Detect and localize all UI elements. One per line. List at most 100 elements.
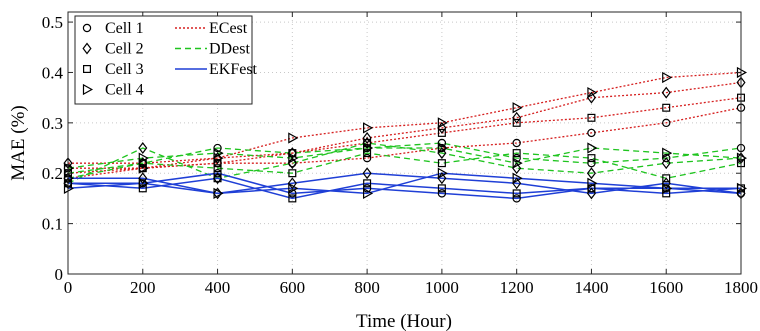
point-ecest-cell-4 bbox=[288, 132, 299, 144]
x-tick-label: 600 bbox=[280, 278, 306, 297]
series-line-ddest-cell-3 bbox=[67, 152, 742, 179]
x-tick-label: 0 bbox=[64, 278, 73, 297]
x-tick-label: 200 bbox=[130, 278, 156, 297]
point-ddest-cell-3 bbox=[512, 149, 521, 158]
series-line-ddest-cell-4 bbox=[67, 147, 742, 169]
point-ddest-cell-4 bbox=[288, 152, 299, 164]
point-ddest-cell-1 bbox=[587, 158, 596, 168]
series-line-ekfest-cell-3 bbox=[67, 177, 742, 200]
point-ekfest-cell-2 bbox=[287, 177, 297, 190]
point-ekfest-cell-3 bbox=[437, 184, 446, 193]
legend-marker-cell-1 bbox=[82, 23, 92, 33]
point-ddest-cell-4 bbox=[138, 152, 149, 164]
point-ekfest-cell-2 bbox=[138, 172, 148, 185]
point-ecest-cell-3 bbox=[662, 103, 671, 112]
point-ecest-cell-1 bbox=[512, 138, 521, 148]
point-ekfest-cell-3 bbox=[213, 174, 222, 183]
point-ekfest-cell-4 bbox=[662, 182, 673, 194]
point-ekfest-cell-3 bbox=[288, 194, 297, 203]
point-ecest-cell-2 bbox=[586, 91, 596, 104]
series-line-ekfest-cell-2 bbox=[68, 172, 742, 195]
point-ekfest-cell-4 bbox=[138, 177, 149, 189]
point-ekfest-cell-3 bbox=[363, 179, 372, 188]
point-ddest-cell-2 bbox=[138, 142, 148, 155]
point-ekfest-cell-4 bbox=[63, 182, 75, 194]
point-ddest-cell-4 bbox=[63, 162, 75, 174]
point-ekfest-cell-4 bbox=[512, 172, 523, 184]
legend-marker-cell-4 bbox=[82, 83, 94, 96]
point-ecest-cell-2 bbox=[362, 131, 372, 144]
y-tick-label: 0.4 bbox=[42, 63, 64, 82]
point-ddest-cell-4 bbox=[736, 152, 748, 164]
point-ddest-cell-3 bbox=[662, 174, 671, 183]
x-tick-label: 1800 bbox=[724, 278, 758, 297]
legend-label-cell-2: Cell 2 bbox=[105, 41, 144, 58]
marker-layer bbox=[63, 66, 748, 203]
y-tick-label: 0.5 bbox=[42, 13, 63, 32]
point-ecest-cell-2 bbox=[661, 86, 671, 99]
plot-frame bbox=[67, 11, 742, 275]
point-ekfest-cell-4 bbox=[213, 187, 224, 200]
point-ekfest-cell-4 bbox=[363, 187, 374, 200]
legend-label-ecest: ECest bbox=[209, 20, 248, 37]
point-ekfest-cell-4 bbox=[437, 167, 448, 179]
point-ecest-cell-4 bbox=[512, 102, 523, 114]
point-ddest-cell-2 bbox=[213, 172, 223, 185]
x-tick-label: 1200 bbox=[500, 278, 534, 297]
point-ecest-cell-1 bbox=[587, 128, 596, 138]
legend-label-cell-1: Cell 1 bbox=[105, 20, 144, 37]
legend-label-cell-3: Cell 3 bbox=[105, 61, 144, 78]
point-ddest-cell-4 bbox=[213, 147, 224, 159]
point-ekfest-cell-2 bbox=[437, 172, 447, 185]
legend-marker-cell-3 bbox=[82, 64, 91, 73]
legend-label-ddest: DDest bbox=[209, 41, 250, 58]
point-ekfest-cell-4 bbox=[587, 177, 598, 189]
legend-marker-cell-2 bbox=[82, 42, 92, 55]
point-ddest-cell-4 bbox=[587, 142, 598, 154]
y-axis-title: MAE (%) bbox=[8, 105, 29, 180]
x-tick-label: 400 bbox=[205, 278, 231, 297]
point-ekfest-cell-3 bbox=[512, 189, 521, 198]
point-ecest-cell-4 bbox=[138, 162, 149, 174]
point-ecest-cell-4 bbox=[363, 122, 374, 134]
series-line-ecest-cell-2 bbox=[68, 81, 742, 164]
point-ddest-cell-4 bbox=[437, 142, 448, 154]
series-layer bbox=[67, 71, 742, 200]
point-ekfest-cell-2 bbox=[661, 177, 671, 190]
point-ddest-cell-3 bbox=[587, 154, 596, 163]
point-ekfest-cell-1 bbox=[437, 189, 447, 198]
point-ecest-cell-2 bbox=[437, 121, 447, 134]
point-ekfest-cell-2 bbox=[362, 167, 372, 180]
legend-label-ekfest: EKFest bbox=[209, 61, 258, 78]
point-ddest-cell-2 bbox=[362, 137, 372, 149]
point-ekfest-cell-4 bbox=[736, 182, 748, 194]
point-ecest-cell-3 bbox=[512, 118, 521, 127]
point-ecest-cell-3 bbox=[587, 113, 596, 122]
point-ecest-cell-2 bbox=[512, 111, 522, 124]
point-ecest-cell-3 bbox=[437, 128, 446, 137]
point-ekfest-cell-1 bbox=[512, 194, 521, 203]
x-tick-label: 1400 bbox=[574, 278, 608, 297]
series-line-ddest-cell-2 bbox=[67, 142, 742, 184]
point-ekfest-cell-2 bbox=[512, 177, 522, 190]
legend-label-cell-4: Cell 4 bbox=[105, 82, 144, 99]
point-ddest-cell-4 bbox=[363, 142, 374, 154]
point-ddest-cell-2 bbox=[661, 157, 671, 170]
axes: 0 200 400 600 800 1000 1200 1400 1600 1800 0 0.1 0.2… bbox=[42, 11, 758, 297]
point-ekfest-cell-1 bbox=[213, 169, 222, 178]
x-axis-title: Time (Hour) bbox=[356, 311, 452, 331]
point-ecest-cell-4 bbox=[437, 117, 448, 129]
x-tick-label: 1000 bbox=[425, 278, 459, 297]
x-tick-label: 1600 bbox=[649, 278, 683, 297]
point-ecest-cell-4 bbox=[662, 71, 673, 84]
point-ecest-cell-4 bbox=[587, 86, 598, 99]
point-ddest-cell-3 bbox=[437, 159, 446, 168]
y-tick-label: 0.2 bbox=[42, 164, 63, 183]
legend-box bbox=[74, 15, 253, 105]
point-ecest-cell-1 bbox=[662, 118, 671, 128]
point-ecest-cell-2 bbox=[138, 157, 148, 170]
y-tick-label: 0 bbox=[55, 265, 64, 284]
point-ddest-cell-4 bbox=[662, 147, 673, 159]
